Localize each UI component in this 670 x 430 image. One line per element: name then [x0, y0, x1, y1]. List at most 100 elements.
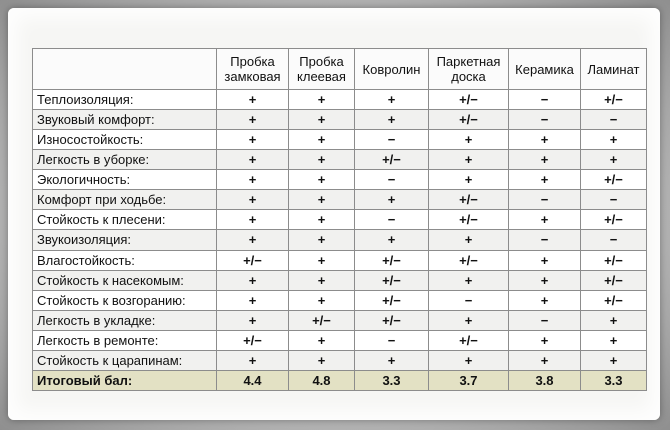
rating-cell: + — [288, 249, 355, 271]
row-label: Износостойкость: — [32, 129, 217, 151]
header-ceramic: Керамика — [508, 48, 581, 90]
rating-cell: +/− — [580, 249, 647, 271]
header-cork-locking: Пробка замковая — [216, 48, 289, 90]
rating-cell: + — [288, 229, 355, 251]
rating-cell: − — [580, 109, 647, 131]
rating-cell: − — [354, 129, 429, 151]
rating-cell: − — [508, 109, 581, 131]
header-corner — [32, 48, 217, 90]
rating-cell: + — [216, 129, 289, 151]
rating-cell: + — [580, 129, 647, 151]
rating-cell: − — [354, 209, 429, 231]
rating-cell: + — [580, 149, 647, 171]
table-row: Теплоизоляция: + + + +/− − +/− — [32, 88, 647, 111]
table-row: Износостойкость: + + − + + + — [32, 129, 647, 151]
header-cork-glued: Пробка клеевая — [288, 48, 355, 90]
rating-cell: + — [508, 349, 581, 372]
total-value: 3.8 — [508, 370, 581, 391]
total-value: 4.4 — [216, 370, 289, 391]
total-value: 3.3 — [580, 370, 647, 391]
table-row: Легкость в уборке: + + +/− + + + — [32, 149, 647, 171]
rating-cell: + — [216, 189, 289, 211]
table-row: Экологичность: + + − + + +/− — [32, 169, 647, 191]
rating-cell: +/− — [216, 329, 289, 351]
rating-cell: + — [428, 229, 509, 251]
table-row: Комфорт при ходьбе: + + + +/− − − — [32, 189, 647, 211]
rating-cell: − — [580, 229, 647, 251]
rating-cell: + — [216, 269, 289, 291]
rating-cell: +/− — [428, 189, 509, 211]
rating-cell: + — [216, 289, 289, 311]
row-label: Легкость в ремонте: — [32, 329, 217, 351]
rating-cell: + — [288, 109, 355, 131]
total-value: 3.3 — [354, 370, 429, 391]
rating-cell: +/− — [354, 249, 429, 271]
row-label: Стойкость к царапинам: — [32, 349, 217, 372]
rating-cell: + — [428, 149, 509, 171]
table-row: Стойкость к насекомым: + + +/− + + +/− — [32, 269, 647, 291]
rating-cell: + — [508, 329, 581, 351]
rating-cell: + — [428, 129, 509, 151]
rating-cell: + — [288, 209, 355, 231]
rating-cell: + — [508, 149, 581, 171]
rating-cell: +/− — [580, 269, 647, 291]
rating-cell: − — [508, 229, 581, 251]
header-laminate: Ламинат — [580, 48, 647, 90]
rating-cell: + — [354, 88, 429, 111]
rating-cell: +/− — [580, 209, 647, 231]
rating-cell: + — [288, 289, 355, 311]
table-row: Стойкость к царапинам: + + + + + + — [32, 349, 647, 372]
rating-cell: + — [508, 129, 581, 151]
row-label: Легкость в уборке: — [32, 149, 217, 171]
rating-cell: +/− — [428, 109, 509, 131]
rating-cell: + — [428, 269, 509, 291]
row-label: Стойкость к плесени: — [32, 209, 217, 231]
rating-cell: + — [288, 269, 355, 291]
rating-cell: + — [216, 309, 289, 331]
row-label: Теплоизоляция: — [32, 88, 217, 111]
rating-cell: − — [428, 289, 509, 311]
rating-cell: +/− — [288, 309, 355, 331]
table-body: Теплоизоляция: + + + +/− − +/− Звуковый комфорт… — [32, 88, 647, 372]
rating-cell: + — [216, 209, 289, 231]
table-row: Легкость в ремонте: +/− + − +/− + + — [32, 329, 647, 351]
rating-cell: + — [508, 249, 581, 271]
row-label: Легкость в укладке: — [32, 309, 217, 331]
rating-cell: + — [354, 349, 429, 372]
table-row: Звукоизоляция: + + + + − − — [32, 229, 647, 251]
rating-cell: − — [508, 189, 581, 211]
rating-cell: + — [428, 169, 509, 191]
rating-cell: + — [508, 269, 581, 291]
table-row: Стойкость к возгоранию: + + +/− − + +/− — [32, 289, 647, 311]
table-row: Легкость в укладке: + +/− +/− + − + — [32, 309, 647, 331]
rating-cell: +/− — [428, 209, 509, 231]
rating-cell: +/− — [580, 169, 647, 191]
row-label: Стойкость к возгоранию: — [32, 289, 217, 311]
rating-cell: + — [580, 349, 647, 372]
row-label: Экологичность: — [32, 169, 217, 191]
rating-cell: + — [580, 309, 647, 331]
rating-cell: + — [428, 349, 509, 372]
table-row: Стойкость к плесени: + + − +/− + +/− — [32, 209, 647, 231]
table-row: Звуковый комфорт: + + + +/− − − — [32, 109, 647, 131]
rating-cell: + — [354, 189, 429, 211]
rating-cell: + — [288, 329, 355, 351]
rating-cell: + — [354, 229, 429, 251]
total-label: Итоговый бал: — [32, 370, 217, 391]
rating-cell: + — [508, 289, 581, 311]
rating-cell: + — [216, 109, 289, 131]
rating-cell: − — [580, 189, 647, 211]
rating-cell: + — [216, 349, 289, 372]
rating-cell: + — [428, 309, 509, 331]
flooring-comparison-table: Пробка замковая Пробка клеевая Ковролин Па… — [32, 48, 647, 391]
total-value: 4.8 — [288, 370, 355, 391]
row-label: Звукоизоляция: — [32, 229, 217, 251]
rating-cell: − — [508, 309, 581, 331]
rating-cell: − — [354, 329, 429, 351]
rating-cell: +/− — [580, 88, 647, 111]
rating-cell: + — [288, 129, 355, 151]
rating-cell: − — [354, 169, 429, 191]
rating-cell: + — [216, 88, 289, 111]
total-row: Итоговый бал: 4.4 4.8 3.3 3.7 3.8 3.3 — [32, 370, 647, 391]
